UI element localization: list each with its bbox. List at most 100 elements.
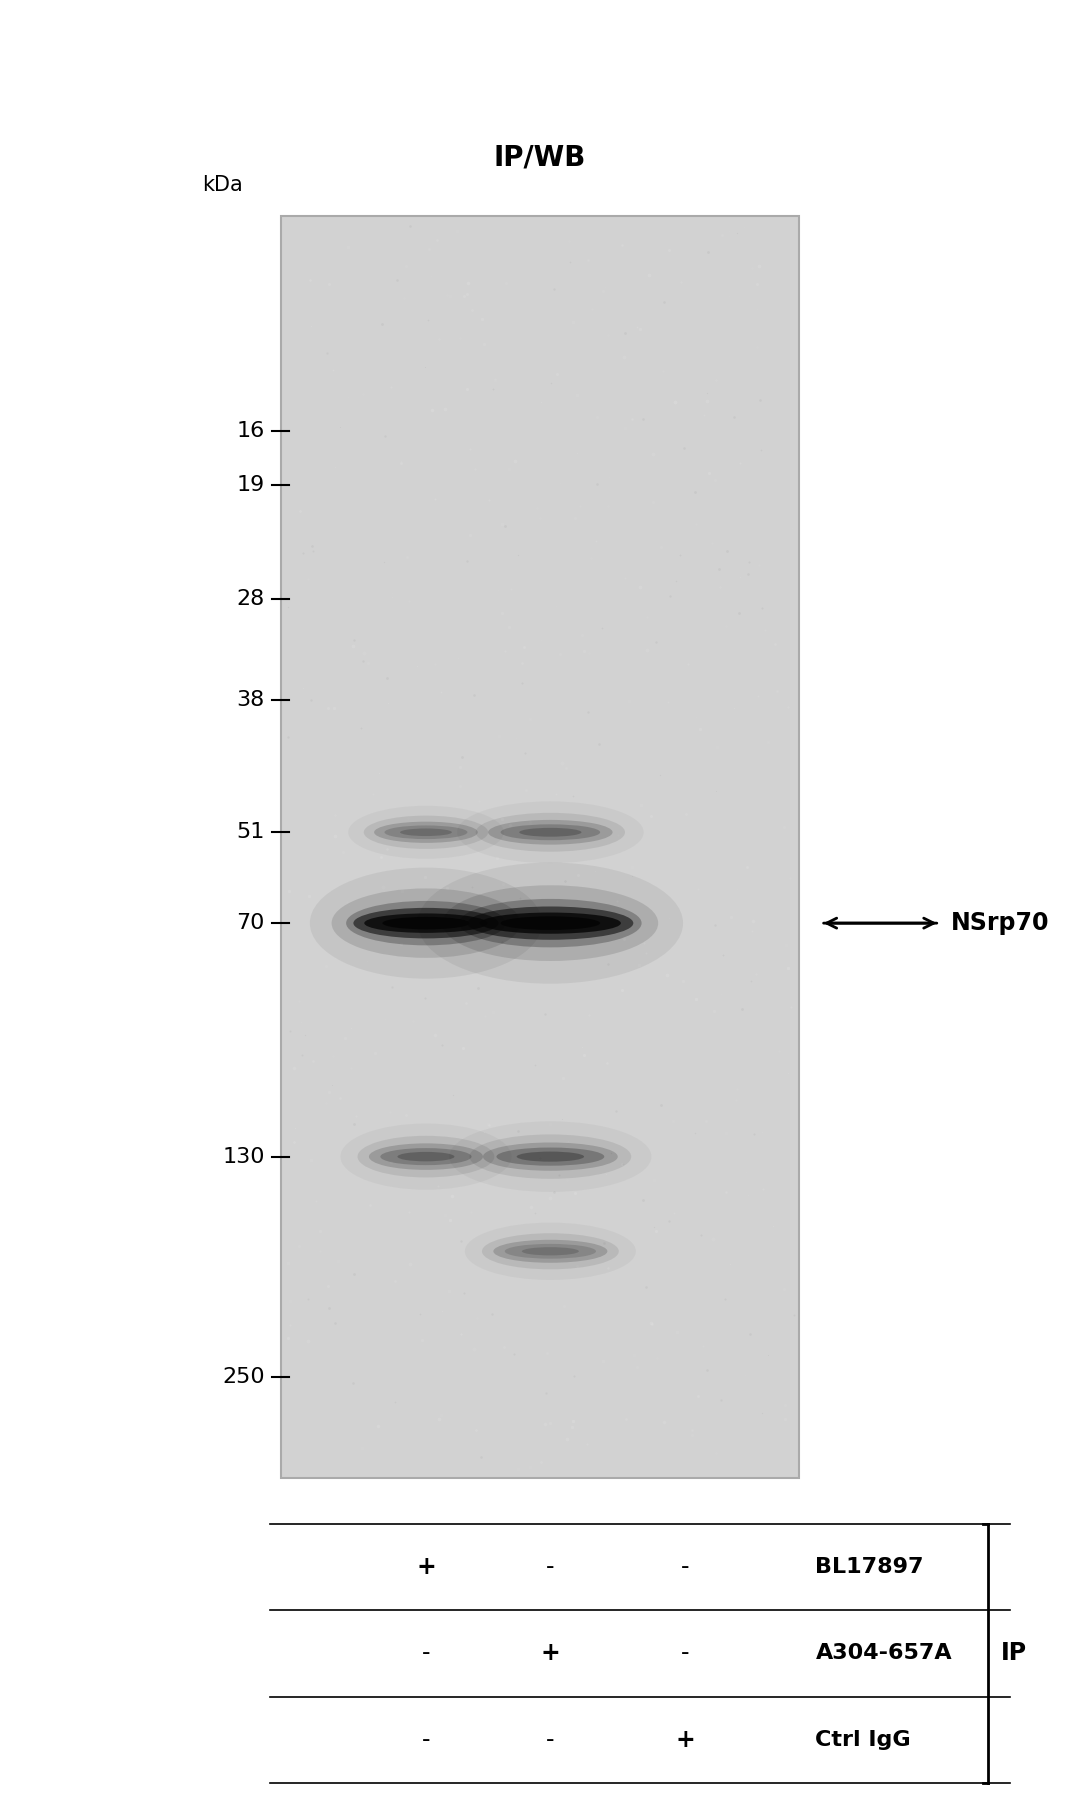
Ellipse shape: [369, 1143, 483, 1170]
Point: [688, 984, 705, 1013]
Point: [299, 1327, 316, 1356]
Point: [645, 1165, 662, 1194]
Point: [733, 995, 751, 1024]
Point: [495, 894, 512, 923]
Point: [691, 714, 708, 743]
Point: [405, 1006, 422, 1035]
Point: [291, 1231, 308, 1260]
Point: [279, 1249, 296, 1278]
Point: [301, 882, 319, 911]
Point: [281, 783, 298, 811]
Point: [318, 1089, 335, 1118]
Point: [346, 626, 363, 654]
Point: [640, 261, 658, 290]
Point: [728, 874, 745, 903]
Point: [392, 447, 409, 476]
Point: [417, 864, 434, 892]
Point: [573, 1033, 591, 1062]
Point: [743, 254, 760, 283]
Point: [748, 294, 766, 323]
Point: [494, 510, 511, 539]
Point: [661, 1206, 678, 1235]
Point: [431, 1405, 448, 1433]
Point: [455, 1035, 472, 1064]
Point: [497, 636, 514, 665]
Point: [366, 916, 383, 945]
Point: [638, 602, 656, 631]
Point: [427, 485, 444, 514]
Point: [583, 294, 600, 323]
Point: [374, 310, 391, 339]
Point: [508, 725, 525, 754]
Point: [507, 447, 524, 476]
Ellipse shape: [397, 1152, 455, 1161]
Point: [436, 1201, 454, 1230]
Point: [448, 1127, 465, 1156]
Point: [775, 1275, 793, 1304]
Ellipse shape: [346, 902, 505, 945]
Point: [748, 332, 766, 361]
Ellipse shape: [364, 914, 488, 932]
Point: [545, 274, 563, 303]
Point: [720, 281, 738, 310]
Point: [286, 1127, 303, 1156]
Point: [541, 1408, 558, 1437]
Point: [432, 678, 449, 707]
Point: [579, 245, 596, 274]
Point: [280, 593, 297, 622]
Point: [675, 433, 692, 462]
Point: [699, 379, 716, 407]
Point: [451, 1226, 469, 1255]
Point: [598, 1159, 616, 1188]
Point: [526, 1199, 543, 1228]
Point: [353, 1433, 370, 1462]
Point: [399, 543, 416, 572]
Ellipse shape: [494, 1240, 607, 1262]
Point: [532, 1448, 550, 1477]
Point: [286, 1053, 303, 1082]
Point: [402, 1249, 419, 1278]
Bar: [281, 216, 799, 1478]
Point: [569, 860, 586, 889]
Point: [718, 537, 735, 566]
Point: [303, 532, 321, 561]
Point: [515, 633, 532, 662]
Point: [480, 1109, 497, 1138]
Point: [326, 1309, 343, 1338]
Point: [303, 1046, 321, 1075]
Point: [717, 1284, 734, 1313]
Point: [387, 1388, 404, 1417]
Point: [586, 856, 604, 885]
Point: [513, 649, 530, 678]
Point: [780, 954, 797, 983]
Point: [740, 1181, 757, 1210]
Point: [613, 1150, 631, 1179]
Point: [616, 413, 633, 442]
Point: [480, 1111, 497, 1139]
Point: [436, 395, 454, 424]
Point: [637, 938, 654, 966]
Point: [523, 1194, 540, 1222]
Point: [782, 864, 799, 892]
Point: [538, 1340, 555, 1368]
Point: [634, 404, 651, 433]
Point: [721, 902, 739, 930]
Point: [656, 288, 673, 317]
Point: [292, 498, 309, 526]
Point: [635, 929, 652, 957]
Point: [282, 1017, 299, 1046]
Point: [613, 231, 631, 260]
Ellipse shape: [501, 916, 600, 930]
Point: [461, 435, 478, 463]
Point: [617, 563, 634, 591]
Point: [532, 626, 550, 654]
Point: [770, 1037, 787, 1066]
Point: [565, 308, 582, 337]
Ellipse shape: [480, 912, 621, 934]
Point: [687, 508, 704, 537]
Point: [442, 1206, 459, 1235]
Ellipse shape: [380, 1149, 472, 1165]
Point: [348, 1102, 365, 1130]
Point: [613, 975, 631, 1004]
Point: [742, 966, 759, 995]
